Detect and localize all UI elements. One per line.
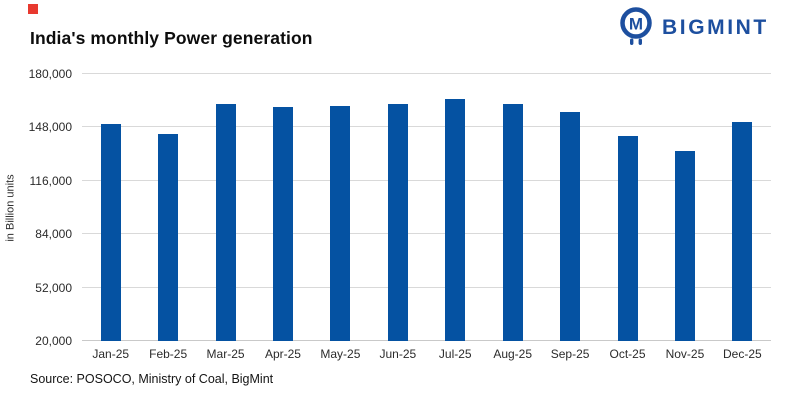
bigmint-logo: M BIGMINT <box>617 6 769 50</box>
bars-row <box>82 74 771 341</box>
x-tick-label: Mar-25 <box>206 347 245 361</box>
y-tick-label: 116,000 <box>29 173 73 188</box>
x-tick-label: Sep-25 <box>550 347 590 361</box>
y-tick-label: 84,000 <box>35 227 72 242</box>
y-axis-labels: 20,000 52,000 84,000 116,000 148,000 180,000 <box>0 67 73 348</box>
bigmint-logo-text: BIGMINT <box>662 16 769 39</box>
bigmint-monogram-icon: M <box>617 6 655 50</box>
svg-text:M: M <box>629 15 643 34</box>
source-note: Source: POSOCO, Ministry of Coal, BigMin… <box>30 372 274 386</box>
bar-slot <box>254 74 311 341</box>
bar-Oct-25 <box>617 135 638 341</box>
bar-slot <box>82 74 139 341</box>
y-tick-label: 180,000 <box>28 67 72 81</box>
y-tick-label: 52,000 <box>35 280 72 295</box>
gridline <box>82 73 771 74</box>
x-tick-label: May-25 <box>320 347 361 361</box>
gridline <box>82 340 771 341</box>
gridline <box>82 286 771 288</box>
bar-Sep-25 <box>560 112 581 341</box>
bar-slot <box>427 74 484 341</box>
bar-slot <box>312 74 369 341</box>
bar-slot <box>369 74 426 341</box>
bar-Aug-25 <box>502 104 523 341</box>
x-tick-label: Jan-25 <box>92 347 130 361</box>
bar-slot <box>656 74 713 341</box>
bar-May-25 <box>330 105 351 341</box>
bar-Feb-25 <box>158 134 179 341</box>
plot-area <box>82 73 771 341</box>
x-tick-label: Aug-25 <box>493 347 533 361</box>
bar-slot <box>714 74 771 341</box>
bar-Jan-25 <box>100 124 121 341</box>
bar-Mar-25 <box>215 104 236 341</box>
bar-Jun-25 <box>387 104 408 341</box>
bar-Nov-25 <box>674 150 695 341</box>
chart-title: India's monthly Power generation <box>30 28 313 48</box>
x-tick-label: Feb-25 <box>149 347 188 361</box>
x-tick-label: Nov-25 <box>665 347 705 361</box>
bar-slot <box>541 74 598 341</box>
bar-slot <box>484 74 541 341</box>
bar-slot <box>197 74 254 341</box>
bar-Dec-25 <box>732 122 753 341</box>
bar-slot <box>599 74 656 341</box>
bar-slot <box>139 74 196 341</box>
x-axis-labels: Jan-25 Feb-25 Mar-25 Apr-25 May-25 Jun-25 Jul-… <box>82 347 771 361</box>
gridline <box>82 179 771 181</box>
bar-Jul-25 <box>445 99 466 341</box>
x-tick-label: Jul-25 <box>438 347 472 361</box>
x-tick-label: Jun-25 <box>379 347 417 361</box>
red-corner-marker <box>28 4 38 14</box>
gridline <box>82 126 771 128</box>
gridline <box>82 233 771 235</box>
y-tick-label: 20,000 <box>35 334 72 348</box>
x-tick-label: Oct-25 <box>609 347 646 361</box>
bar-Apr-25 <box>272 107 293 341</box>
x-tick-label: Dec-25 <box>723 347 762 361</box>
x-tick-label: Apr-25 <box>264 347 301 361</box>
y-tick-label: 148,000 <box>28 120 72 135</box>
